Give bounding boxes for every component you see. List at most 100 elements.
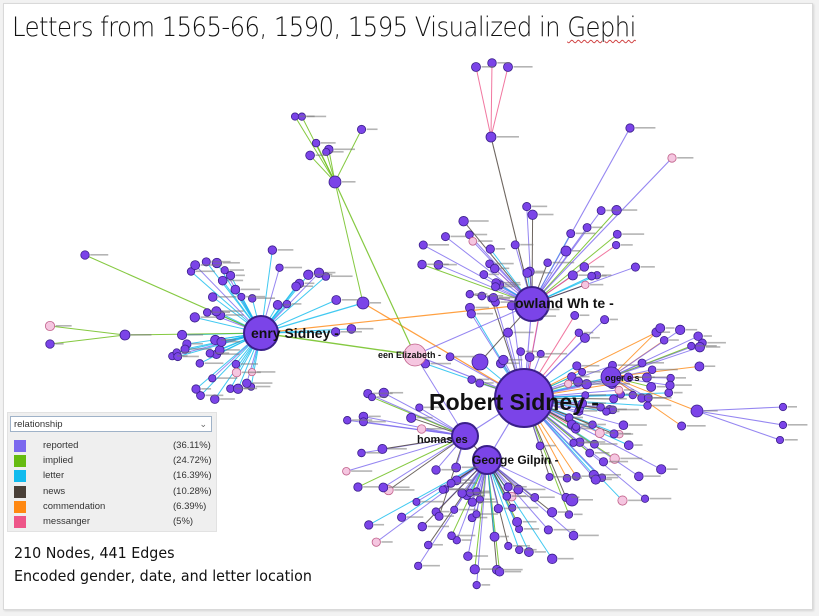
graph-node[interactable] xyxy=(208,374,217,383)
graph-node[interactable] xyxy=(451,422,479,450)
graph-node[interactable] xyxy=(502,491,512,501)
graph-node[interactable] xyxy=(522,268,533,278)
graph-node[interactable] xyxy=(119,329,131,341)
graph-node[interactable] xyxy=(313,267,325,278)
graph-node[interactable] xyxy=(634,471,644,482)
graph-node[interactable] xyxy=(567,372,577,382)
graph-node[interactable] xyxy=(367,393,376,402)
graph-node[interactable] xyxy=(647,365,657,375)
graph-node[interactable] xyxy=(177,329,188,340)
graph-node[interactable] xyxy=(578,368,587,377)
graph-node[interactable] xyxy=(216,336,227,347)
graph-node-female[interactable] xyxy=(617,495,628,506)
graph-node[interactable] xyxy=(475,378,485,388)
graph-node[interactable] xyxy=(693,331,703,341)
graph-node[interactable] xyxy=(472,510,481,519)
graph-node[interactable] xyxy=(331,295,342,305)
graph-node[interactable] xyxy=(527,209,538,220)
graph-node[interactable] xyxy=(600,315,610,325)
chevron-down-icon[interactable]: ⌄ xyxy=(199,419,207,429)
graph-node[interactable] xyxy=(514,286,550,322)
graph-node[interactable] xyxy=(441,232,450,242)
graph-node[interactable] xyxy=(543,258,552,267)
graph-node[interactable] xyxy=(655,323,666,334)
graph-node[interactable] xyxy=(466,309,476,319)
graph-node-female[interactable] xyxy=(416,424,427,434)
graph-node[interactable] xyxy=(512,516,523,527)
graph-node[interactable] xyxy=(625,123,635,133)
graph-node-female[interactable] xyxy=(403,343,427,367)
graph-node[interactable] xyxy=(503,62,513,72)
graph-node[interactable] xyxy=(643,401,652,410)
graph-node[interactable] xyxy=(237,292,246,301)
graph-node[interactable] xyxy=(491,282,500,292)
graph-node[interactable] xyxy=(675,324,686,336)
graph-node[interactable] xyxy=(573,376,583,387)
graph-node[interactable] xyxy=(190,260,201,271)
graph-node[interactable] xyxy=(585,448,595,458)
graph-node[interactable] xyxy=(80,250,90,260)
legend-item-messanger[interactable]: messanger (5%) xyxy=(14,515,212,530)
graph-node[interactable] xyxy=(687,341,696,351)
graph-node[interactable] xyxy=(356,296,370,310)
graph-node[interactable] xyxy=(359,417,368,427)
graph-node[interactable] xyxy=(590,474,601,485)
graph-node[interactable] xyxy=(596,206,606,216)
graph-node[interactable] xyxy=(623,372,634,383)
graph-node[interactable] xyxy=(415,403,424,412)
graph-node[interactable] xyxy=(623,440,634,451)
graph-node[interactable] xyxy=(560,245,572,257)
graph-node[interactable] xyxy=(570,311,580,320)
graph-node[interactable] xyxy=(220,266,229,275)
graph-node[interactable] xyxy=(364,520,374,530)
graph-node[interactable] xyxy=(694,361,705,372)
graph-node[interactable] xyxy=(357,448,366,458)
graph-node[interactable] xyxy=(494,368,554,428)
graph-node-female[interactable] xyxy=(371,537,381,547)
graph-node[interactable] xyxy=(600,366,622,388)
graph-node[interactable] xyxy=(630,262,640,272)
graph-node[interactable] xyxy=(45,339,55,349)
graph-node[interactable] xyxy=(479,270,489,279)
graph-node[interactable] xyxy=(463,551,473,561)
graph-node[interactable] xyxy=(195,359,205,368)
graph-node[interactable] xyxy=(472,445,502,475)
graph-node[interactable] xyxy=(472,580,481,590)
graph-node[interactable] xyxy=(516,347,525,356)
graph-node[interactable] xyxy=(587,271,596,281)
graph-node[interactable] xyxy=(568,530,579,541)
graph-node[interactable] xyxy=(196,391,205,400)
graph-node[interactable] xyxy=(618,420,629,431)
graph-node[interactable] xyxy=(211,306,222,317)
graph-node[interactable] xyxy=(530,492,540,502)
graph-node[interactable] xyxy=(211,257,222,269)
graph-node[interactable] xyxy=(562,474,572,483)
graph-node[interactable] xyxy=(357,124,367,135)
graph-node[interactable] xyxy=(778,402,788,412)
graph-node[interactable] xyxy=(397,512,407,522)
graph-node[interactable] xyxy=(569,438,578,447)
graph-node[interactable] xyxy=(431,465,441,475)
graph-node[interactable] xyxy=(205,348,215,358)
graph-node[interactable] xyxy=(665,380,675,390)
graph-node[interactable] xyxy=(778,420,788,430)
graph-node[interactable] xyxy=(637,358,647,368)
graph-node[interactable] xyxy=(489,531,500,542)
graph-node[interactable] xyxy=(424,540,433,550)
graph-node[interactable] xyxy=(434,511,444,521)
graph-node[interactable] xyxy=(659,335,669,345)
graph-node[interactable] xyxy=(180,344,190,354)
graph-node[interactable] xyxy=(469,564,480,575)
graph-node[interactable] xyxy=(231,359,241,369)
graph-node[interactable] xyxy=(503,482,513,492)
graph-node[interactable] xyxy=(646,381,657,392)
graph-node[interactable] xyxy=(694,342,706,353)
graph-node[interactable] xyxy=(471,62,481,72)
graph-node[interactable] xyxy=(445,352,455,362)
graph-node[interactable] xyxy=(465,290,474,299)
graph-node[interactable] xyxy=(230,284,241,295)
graph-node-female[interactable] xyxy=(342,467,351,476)
graph-node[interactable] xyxy=(272,300,283,310)
graph-node[interactable] xyxy=(485,131,497,143)
